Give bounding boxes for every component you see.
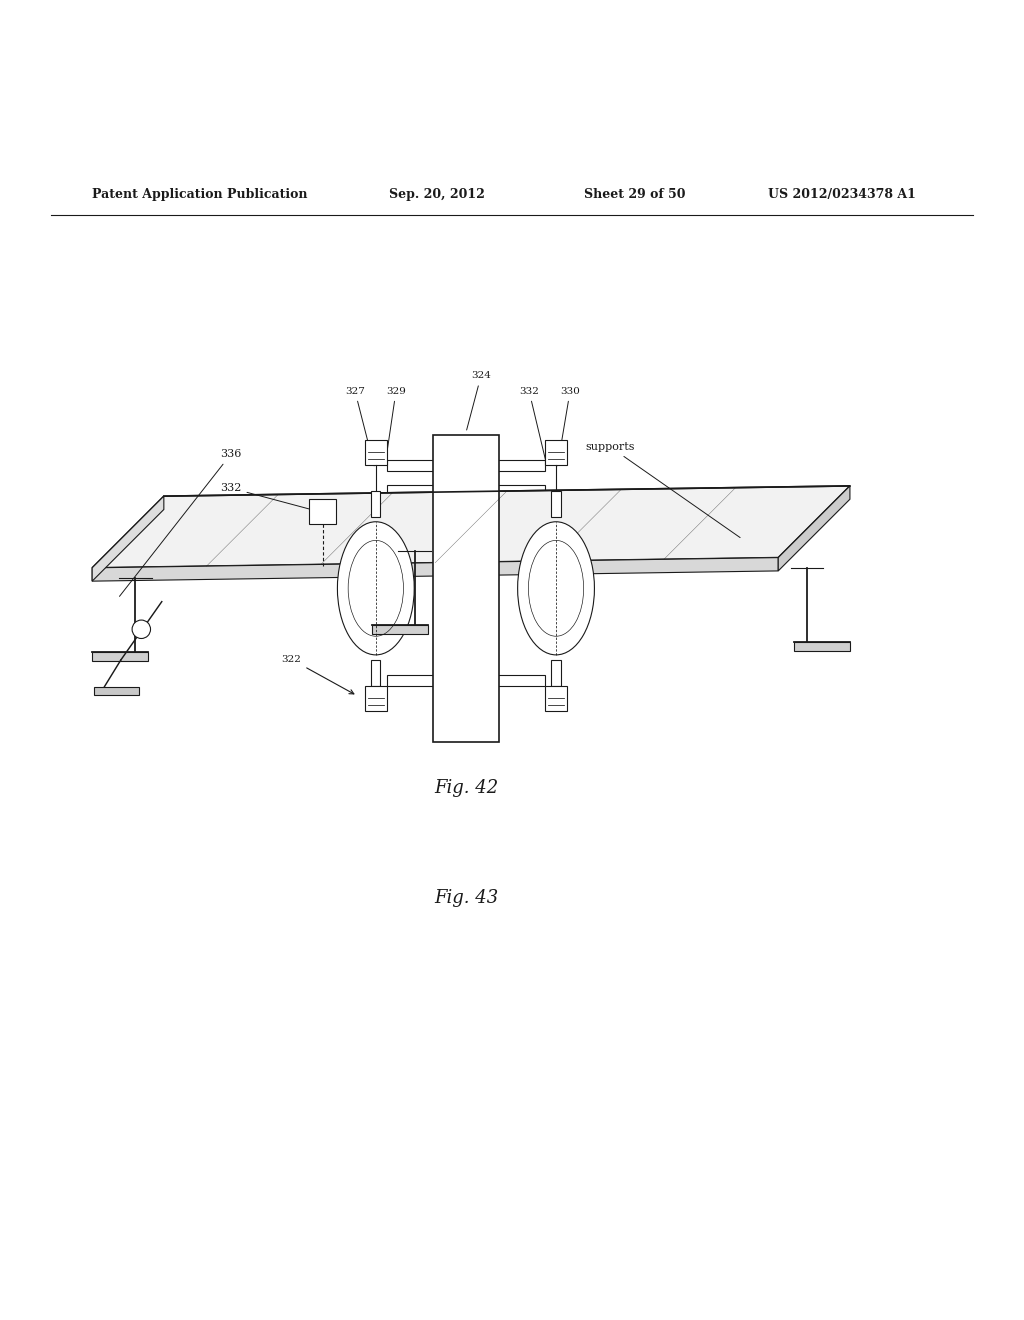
Bar: [545, 685, 567, 711]
Bar: [387, 676, 545, 685]
Bar: [371, 660, 381, 685]
Ellipse shape: [338, 521, 414, 655]
Circle shape: [132, 620, 151, 639]
Text: 330: 330: [557, 387, 580, 466]
Bar: [372, 626, 428, 635]
Bar: [387, 461, 545, 470]
Polygon shape: [92, 496, 164, 581]
Text: 324: 324: [467, 371, 490, 430]
Bar: [371, 491, 381, 516]
Bar: [432, 434, 500, 742]
Polygon shape: [92, 557, 778, 581]
Bar: [552, 660, 561, 685]
Text: Patent Application Publication: Patent Application Publication: [92, 187, 307, 201]
Text: 322: 322: [282, 655, 354, 694]
Text: US 2012/0234378 A1: US 2012/0234378 A1: [768, 187, 915, 201]
Bar: [365, 440, 387, 466]
Bar: [387, 484, 545, 494]
Text: 329: 329: [385, 387, 406, 463]
Bar: [92, 652, 148, 661]
Text: 332: 332: [220, 483, 335, 516]
Text: supports: supports: [586, 442, 740, 537]
Bar: [94, 686, 139, 694]
Text: Fig. 43: Fig. 43: [434, 888, 498, 907]
Bar: [545, 440, 567, 466]
Ellipse shape: [518, 521, 594, 655]
Polygon shape: [778, 486, 850, 572]
Text: 336: 336: [120, 449, 242, 597]
Text: Sheet 29 of 50: Sheet 29 of 50: [584, 187, 685, 201]
Bar: [794, 642, 850, 651]
Text: 327: 327: [345, 387, 374, 466]
Text: 332: 332: [519, 387, 546, 463]
Bar: [365, 685, 387, 711]
Text: Sep. 20, 2012: Sep. 20, 2012: [389, 187, 485, 201]
Bar: [552, 491, 561, 516]
Text: Fig. 42: Fig. 42: [434, 779, 498, 797]
Bar: [309, 499, 336, 524]
Polygon shape: [92, 486, 850, 568]
